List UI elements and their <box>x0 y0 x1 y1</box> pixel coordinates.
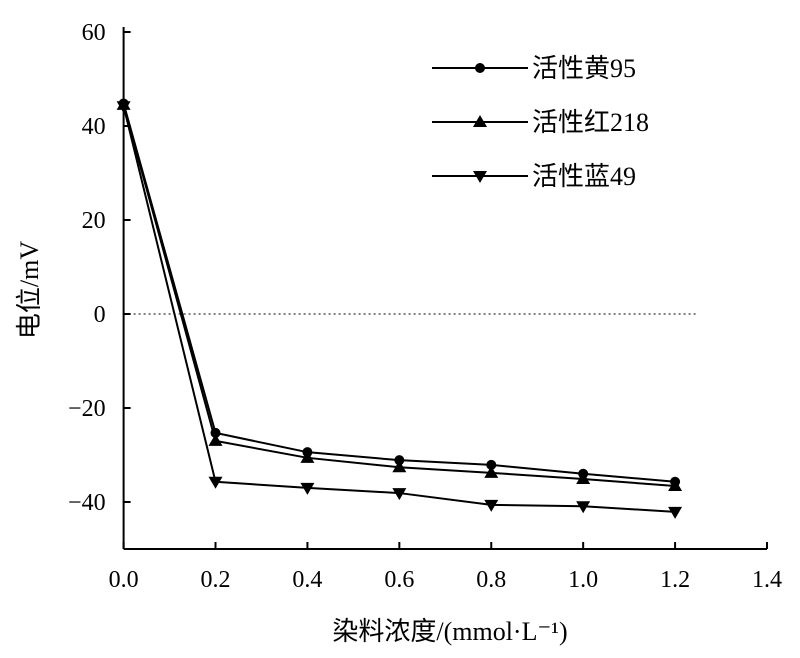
y-tick-label: 40 <box>82 114 106 140</box>
y-axis-label: 电位/mV <box>15 241 44 339</box>
series-2 <box>116 97 683 492</box>
x-tick-label: 0.6 <box>384 567 414 593</box>
legend-label: 活性黄95 <box>532 54 636 83</box>
data-point <box>576 501 591 514</box>
x-axis-label: 染料浓度/(mmol·L⁻¹) <box>332 617 567 646</box>
x-tick-label: 0.8 <box>476 567 506 593</box>
x-tick-label: 0.4 <box>292 567 322 593</box>
legend-marker <box>473 171 487 183</box>
legend-marker <box>473 115 487 127</box>
x-tick-label: 1.4 <box>752 567 782 593</box>
legend-item: 活性黄95 <box>432 54 636 83</box>
axes: 60 40 20 0 −20 −40 0.0 0.2 0.4 0.6 0.8 1.0 1.2 1.4 <box>68 20 782 593</box>
data-point <box>576 471 591 484</box>
x-tick-label: 0.2 <box>201 567 231 593</box>
legend-label: 活性蓝49 <box>532 162 636 191</box>
data-point <box>392 488 407 501</box>
y-tick-label: 20 <box>82 208 106 234</box>
data-point <box>668 506 683 519</box>
data-point <box>300 482 315 495</box>
data-point <box>486 459 497 470</box>
legend: 活性黄95 活性红218 活性蓝49 <box>432 54 649 191</box>
series-3 <box>116 101 683 519</box>
data-point <box>392 460 407 473</box>
y-tick-label: −40 <box>68 490 106 516</box>
series-group <box>116 97 683 519</box>
y-tick-label: −20 <box>68 396 106 422</box>
x-tick-label: 1.2 <box>660 567 690 593</box>
data-point <box>208 433 223 446</box>
series-line <box>122 103 676 483</box>
y-tick-label: 0 <box>94 302 106 328</box>
legend-item: 活性红218 <box>432 108 649 137</box>
legend-label: 活性红218 <box>532 108 649 137</box>
data-point <box>668 479 683 492</box>
y-tick-label: 60 <box>82 20 106 46</box>
data-point <box>484 465 499 478</box>
data-point <box>208 476 223 489</box>
data-point <box>300 450 315 463</box>
legend-marker <box>475 63 485 73</box>
data-point <box>394 455 405 466</box>
x-tick-label: 0.0 <box>109 567 139 593</box>
legend-item: 活性蓝49 <box>432 162 636 191</box>
x-tick-label: 1.0 <box>568 567 598 593</box>
data-point <box>484 499 499 512</box>
data-point <box>116 101 131 114</box>
